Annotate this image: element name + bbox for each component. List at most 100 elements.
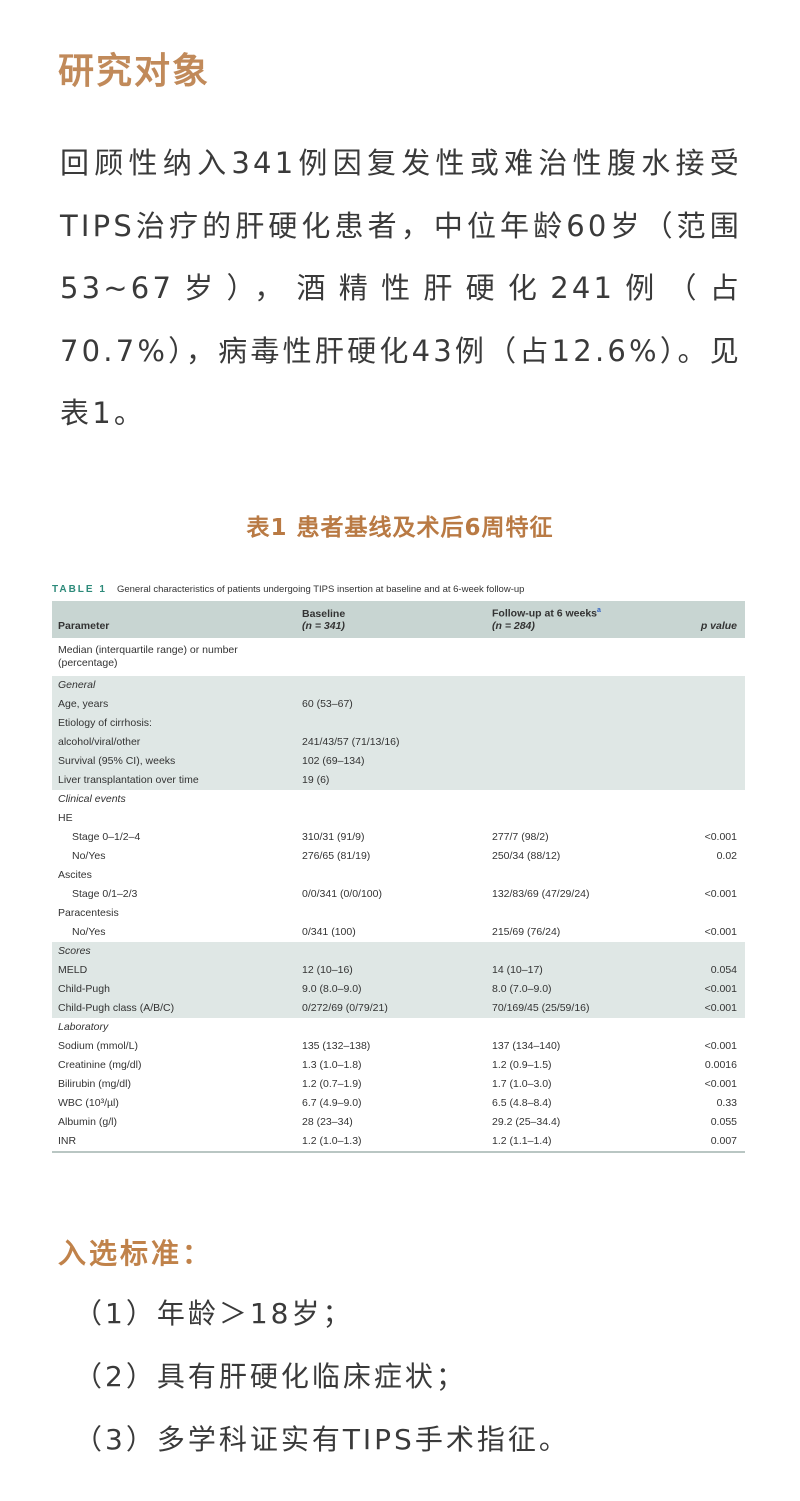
cell-followup	[486, 770, 688, 790]
cell-followup: 8.0 (7.0–9.0)	[486, 979, 688, 999]
cell-baseline: 241/43/57 (71/13/16)	[296, 732, 486, 752]
cell-baseline	[296, 941, 486, 961]
cell-parameter: Survival (95% CI), weeks	[52, 751, 296, 771]
table-row: INR 1.2 (1.0–1.3) 1.2 (1.1–1.4) 0.007	[52, 1131, 745, 1153]
cell-parameter: No/Yes	[72, 925, 106, 938]
criteria-item: （3）多学科证实有TIPS手术指征。	[74, 1423, 570, 1456]
criteria-item: （2）具有肝硬化临床症状；	[74, 1360, 467, 1393]
cell-baseline: 310/31 (91/9)	[302, 830, 365, 843]
cell-baseline: 6.7 (4.9–9.0)	[302, 1096, 362, 1109]
cell-p-value: 0.054	[688, 960, 745, 980]
criteria-item: （1）年龄＞18岁；	[74, 1297, 354, 1330]
cell-baseline	[296, 638, 486, 676]
table-figure: TABLE 1 General characteristics of patien…	[52, 583, 745, 1153]
cell-followup	[486, 866, 688, 885]
table-title: TABLE 1 General characteristics of patien…	[52, 583, 745, 601]
cell-parameter: INR	[52, 1131, 296, 1153]
table-row: General	[52, 675, 745, 695]
cell-p-value	[688, 809, 745, 828]
intro-paragraph: 回顾性纳入341例因复发性或难治性腹水接受TIPS治疗的肝硬化患者，中位年龄60…	[60, 146, 742, 430]
baseline-label: Baseline	[302, 607, 346, 620]
footnote-mark: a	[597, 607, 601, 614]
cell-baseline: 0/341 (100)	[302, 925, 356, 938]
cell-followup: 132/83/69 (47/29/24)	[492, 887, 590, 900]
p-label: p value	[700, 619, 737, 632]
table-row: Stage 0/1–2/3 0/0/341 (0/0/100) 132/83/69 …	[52, 885, 745, 904]
cell-baseline: 12 (10–16)	[296, 960, 486, 980]
cell-p-value: <0.001	[704, 1039, 737, 1052]
cell-followup	[486, 809, 688, 828]
cell-parameter: Scores	[52, 941, 296, 961]
cell-p-value: <0.001	[688, 998, 745, 1018]
header-p-value: p value	[688, 601, 745, 638]
cell-baseline: 1.3 (1.0–1.8)	[302, 1058, 362, 1071]
cell-parameter: alcohol/viral/other	[52, 732, 296, 752]
cell-followup	[486, 732, 688, 752]
cell-baseline: 102 (69–134)	[296, 751, 486, 771]
cell-parameter: Albumin (g/l)	[58, 1115, 117, 1128]
table-row: WBC (10³/µl) 6.7 (4.9–9.0) 6.5 (4.8–8.4) 0.…	[52, 1094, 745, 1113]
cell-parameter: MELD	[52, 960, 296, 980]
header-baseline: Baseline (n = 341)	[296, 601, 486, 638]
cell-parameter: Clinical events	[58, 792, 126, 805]
cell-followup	[486, 638, 688, 676]
table-row: No/Yes 0/341 (100) 215/69 (76/24) <0.001	[52, 923, 745, 942]
cell-followup: 215/69 (76/24)	[492, 925, 561, 938]
table-row: alcohol/viral/other 241/43/57 (71/13/16)	[52, 732, 745, 752]
table-row: Bilirubin (mg/dl) 1.2 (0.7–1.9) 1.7 (1.0–3…	[52, 1075, 745, 1094]
cell-followup: 1.2 (1.1–1.4)	[486, 1131, 688, 1153]
table-row: Laboratory	[52, 1018, 745, 1037]
cell-baseline: 60 (53–67)	[296, 694, 486, 714]
cell-baseline	[296, 809, 486, 828]
cell-parameter: Laboratory	[58, 1020, 109, 1033]
cell-baseline: 1.2 (0.7–1.9)	[302, 1077, 362, 1090]
table-caption: 表1 患者基线及术后6周特征	[246, 515, 554, 541]
table-row: MELD 12 (10–16) 14 (10–17) 0.054	[52, 960, 745, 980]
cell-baseline: 0/272/69 (0/79/21)	[296, 998, 486, 1018]
cell-parameter: Paracentesis	[58, 906, 119, 919]
cell-parameter: Median (interquartile range) or number (…	[58, 643, 238, 669]
cell-p-value: 0.02	[716, 849, 737, 862]
cell-p-value: 0.055	[710, 1115, 737, 1128]
table-row: Creatinine (mg/dl) 1.3 (1.0–1.8) 1.2 (0.9–…	[52, 1056, 745, 1075]
section-title: 研究对象	[58, 50, 211, 92]
cell-p-value	[688, 904, 745, 923]
cell-parameter: General	[52, 675, 296, 695]
cell-baseline	[296, 713, 486, 733]
baseline-n: (n = 341)	[302, 619, 345, 632]
cell-parameter: HE	[58, 811, 73, 824]
cell-p-value: <0.001	[704, 925, 737, 938]
table-row: Albumin (g/l) 28 (23–34) 29.2 (25–34.4) 0.0…	[52, 1113, 745, 1132]
cell-followup: 277/7 (98/2)	[492, 830, 549, 843]
cell-p-value: 0.0016	[704, 1058, 737, 1071]
characteristics-table: Parameter Baseline (n = 341) Follow-up at…	[52, 601, 745, 1153]
cell-baseline	[296, 790, 486, 809]
cell-baseline: 9.0 (8.0–9.0)	[296, 979, 486, 999]
cell-followup: 250/34 (88/12)	[492, 849, 561, 862]
cell-p-value	[688, 790, 745, 809]
table-row: Child-Pugh 9.0 (8.0–9.0) 8.0 (7.0–9.0) <0.0…	[52, 979, 745, 999]
header-parameter: Parameter	[52, 601, 296, 638]
cell-baseline: 276/65 (81/19)	[302, 849, 371, 862]
cell-baseline: 19 (6)	[296, 770, 486, 790]
cell-p-value	[688, 770, 745, 790]
cell-followup: 14 (10–17)	[486, 960, 688, 980]
table-row: Survival (95% CI), weeks 102 (69–134)	[52, 751, 745, 771]
table-row: Stage 0–1/2–4 310/31 (91/9) 277/7 (98/2) <0…	[52, 828, 745, 847]
cell-p-value	[688, 694, 745, 714]
table-row: Clinical events	[52, 790, 745, 809]
cell-parameter: Age, years	[52, 694, 296, 714]
table-row: No/Yes 276/65 (81/19) 250/34 (88/12) 0.02	[52, 847, 745, 866]
table-row: HE	[52, 809, 745, 828]
cell-followup	[486, 751, 688, 771]
cell-followup: 1.2 (0.9–1.5)	[492, 1058, 552, 1071]
cell-parameter: Etiology of cirrhosis:	[52, 713, 296, 733]
cell-followup: 70/169/45 (25/59/16)	[486, 998, 688, 1018]
cell-parameter: Liver transplantation over time	[52, 770, 296, 790]
cell-baseline: 28 (23–34)	[302, 1115, 353, 1128]
cell-baseline: 135 (132–138)	[302, 1039, 371, 1052]
cell-followup	[486, 1018, 688, 1037]
table-title-text: General characteristics of patients unde…	[116, 584, 525, 595]
cell-followup: 29.2 (25–34.4)	[492, 1115, 561, 1128]
cell-followup	[486, 904, 688, 923]
